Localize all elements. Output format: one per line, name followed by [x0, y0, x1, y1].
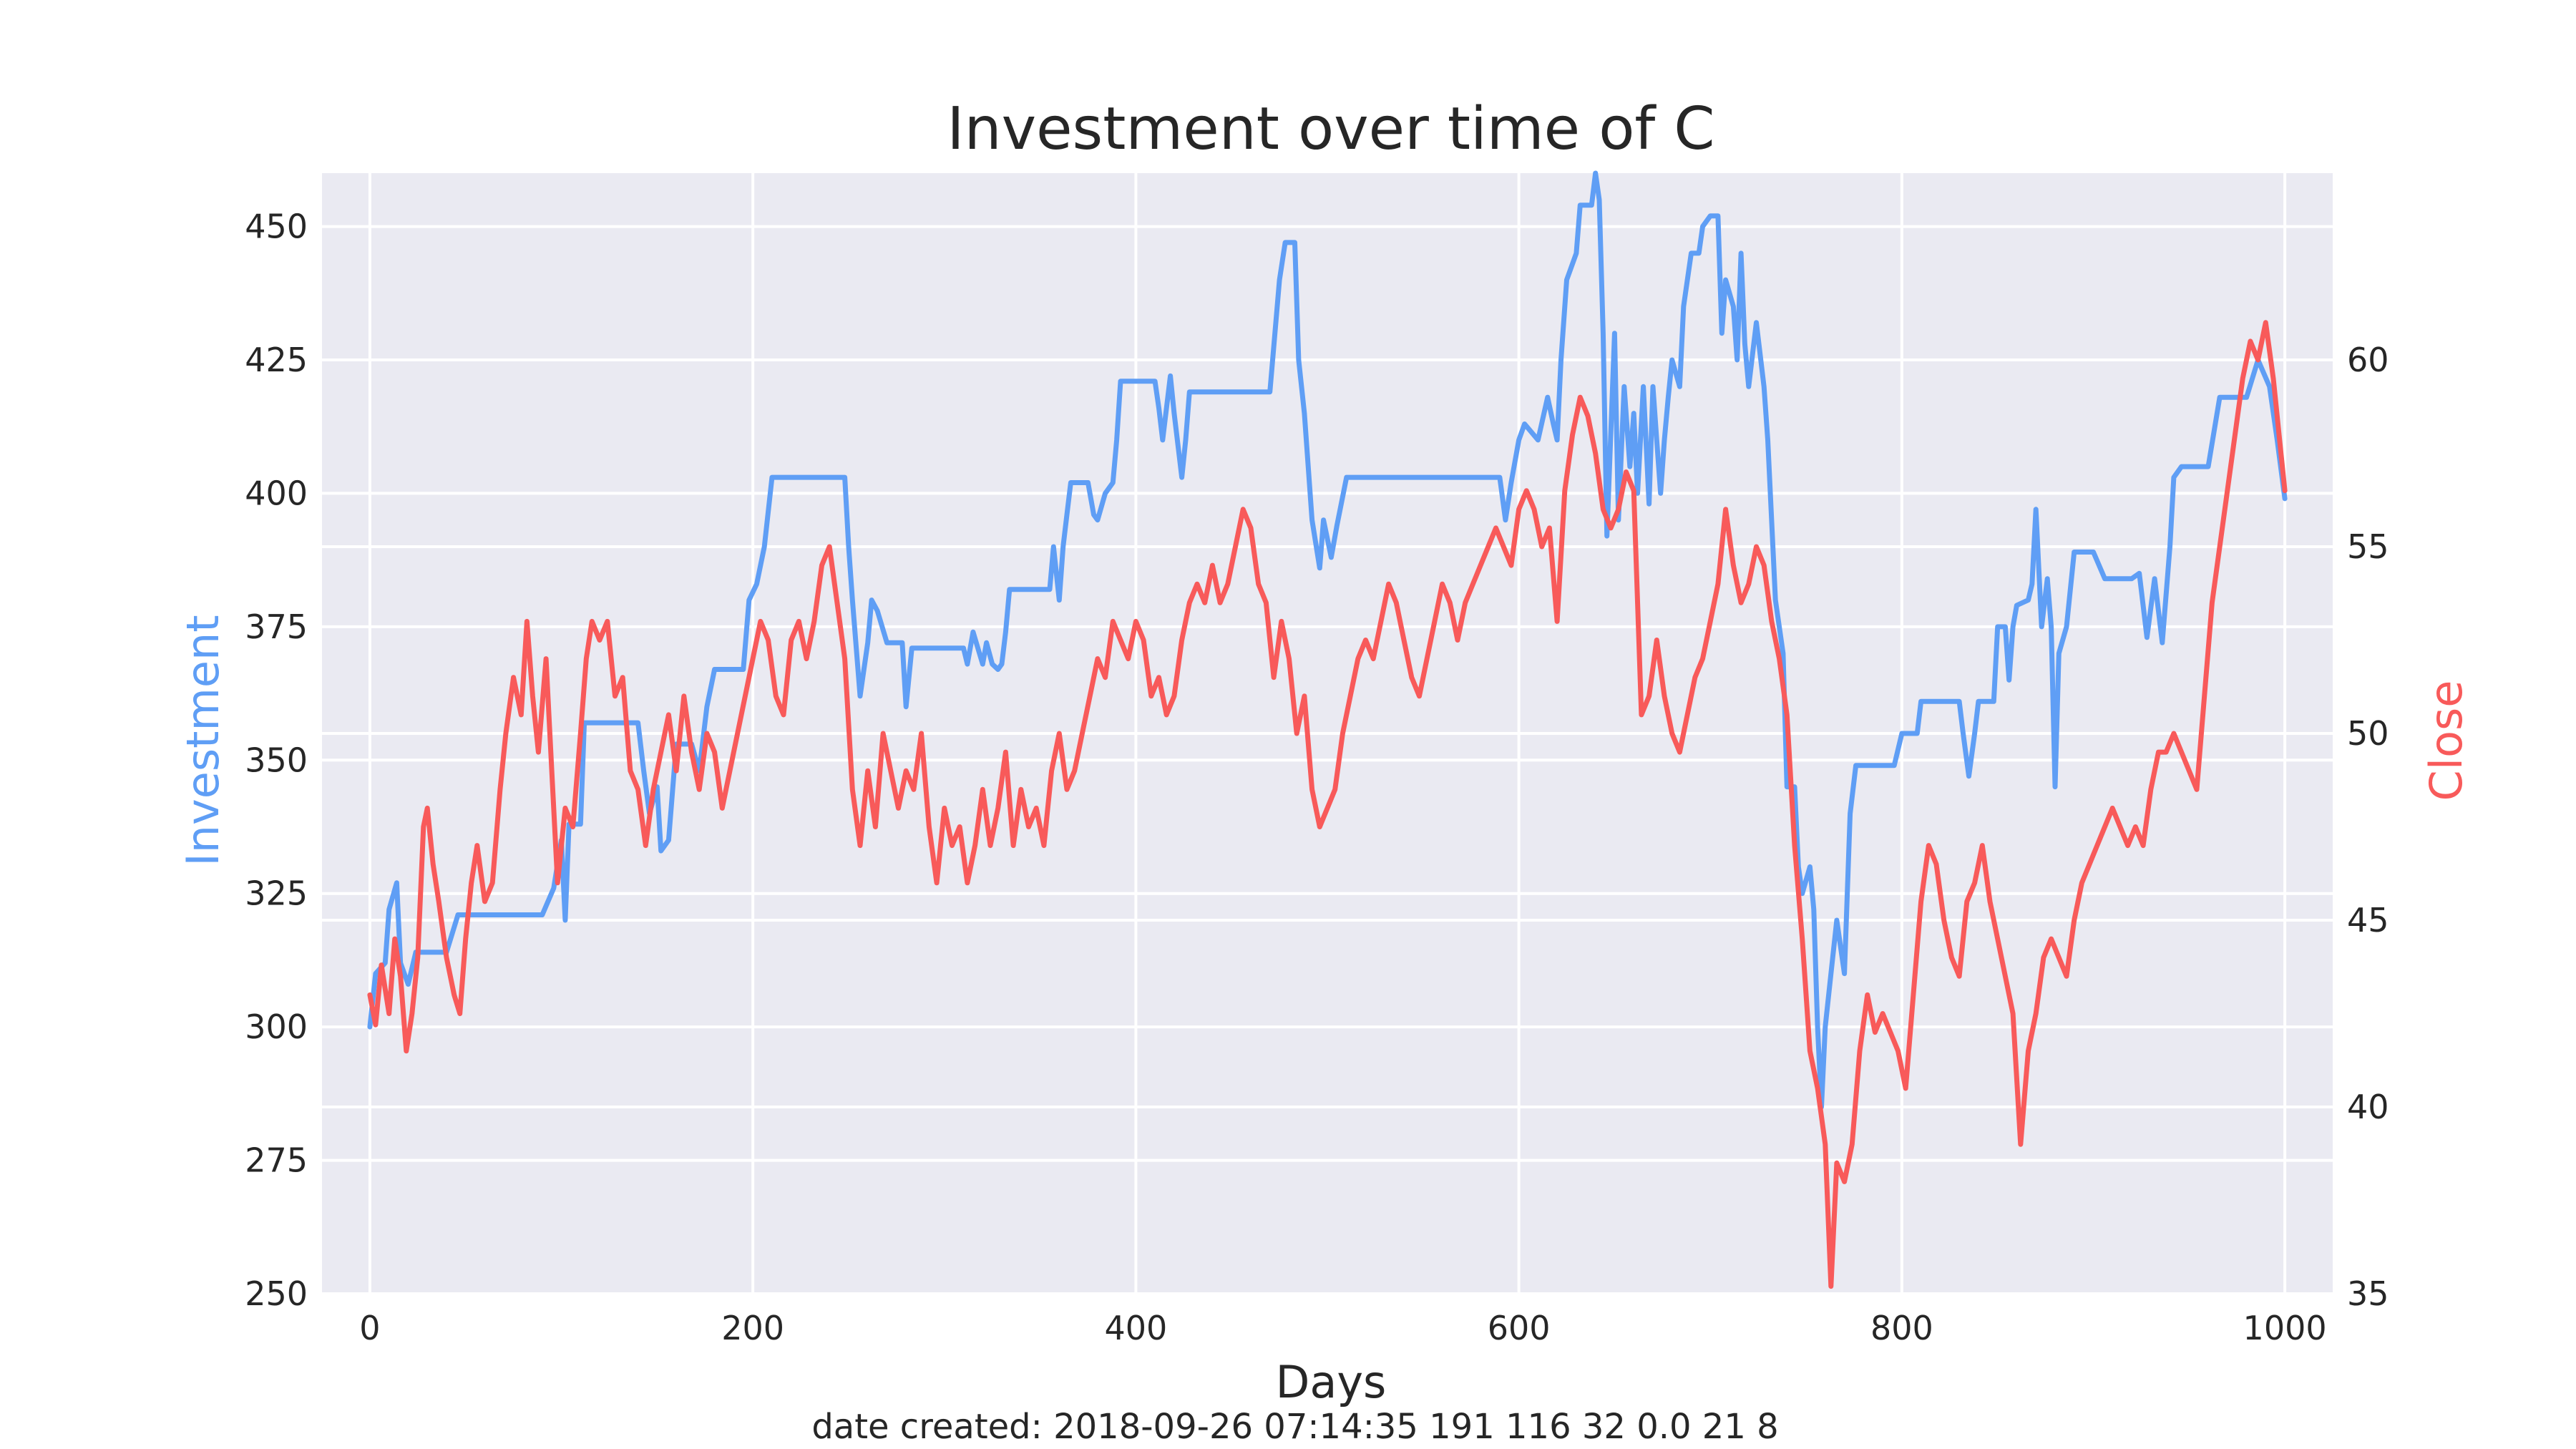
date-created-footnote: date created: 2018-09-26 07:14:35 191 11…: [811, 1407, 1778, 1447]
close-series-line: [367, 320, 2288, 1289]
left-y-tick-label: 375: [245, 608, 308, 646]
right-y-tick-label: 40: [2347, 1088, 2389, 1126]
right-y-axis-label: Close: [2420, 680, 2472, 801]
right-y-tick-label: 45: [2347, 901, 2389, 940]
left-y-tick-label: 425: [245, 341, 308, 379]
left-y-tick-label: 250: [245, 1274, 308, 1313]
left-y-tick-label: 350: [245, 741, 308, 779]
right-y-gridlines: [322, 358, 2333, 1295]
x-tick-label: 600: [1488, 1309, 1551, 1347]
left-y-tick-labels: 250 275 300 325 350 375 400 425 450: [245, 208, 308, 1313]
right-y-tick-label: 60: [2347, 341, 2389, 379]
right-y-tick-label: 50: [2347, 714, 2389, 753]
right-y-tick-label: 35: [2347, 1274, 2389, 1313]
x-tick-label: 400: [1104, 1309, 1167, 1347]
chart-title: Investment over time of C: [947, 95, 1714, 163]
right-y-tick-label: 55: [2347, 527, 2389, 566]
series-layer: [367, 170, 2288, 1289]
right-y-tick-labels: 35 40 45 50 55 60: [2347, 341, 2389, 1313]
investment-series-line: [367, 170, 2288, 1110]
left-y-tick-label: 450: [245, 208, 308, 246]
x-axis-label: Days: [1276, 1356, 1387, 1408]
x-tick-label: 200: [721, 1309, 784, 1347]
x-tick-labels: 0 200 400 600 800 1000: [359, 1309, 2326, 1347]
x-tick-label: 800: [1870, 1309, 1933, 1347]
left-y-tick-label: 275: [245, 1141, 308, 1180]
left-y-axis-label: Investment: [177, 615, 229, 866]
left-y-tick-label: 400: [245, 474, 308, 512]
x-tick-label: 0: [359, 1309, 380, 1347]
left-y-tick-label: 325: [245, 874, 308, 913]
x-tick-label: 1000: [2243, 1309, 2327, 1347]
left-y-tick-label: 300: [245, 1008, 308, 1046]
